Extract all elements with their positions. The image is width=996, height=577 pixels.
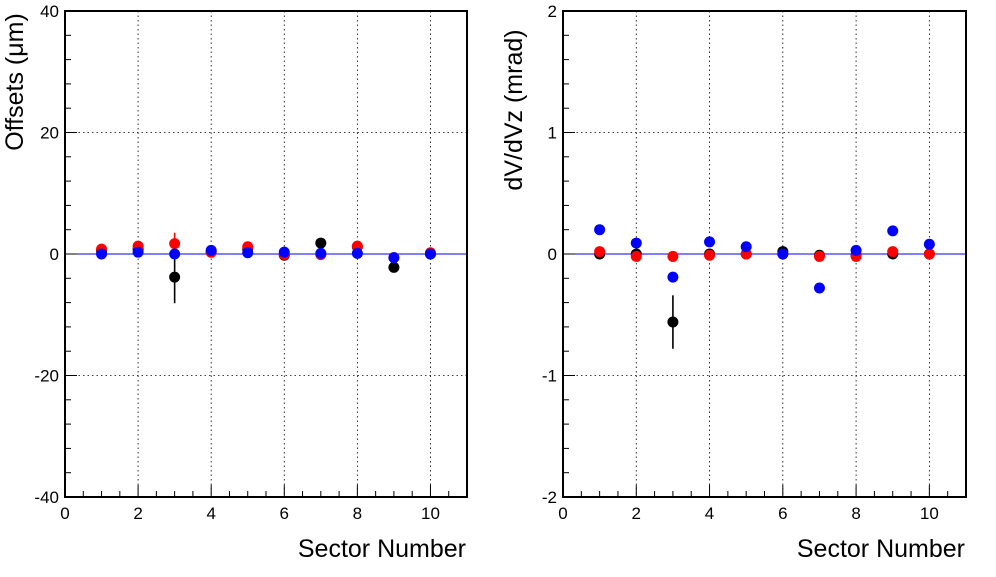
panel-1-xtick-label-0: 0 (558, 504, 567, 523)
dvdvz-panel: dV/dVz (mrad) Sector Number 0 2 4 6 8 10 -2 -1 0… (500, 2, 967, 563)
panel-1-xtick-label-5: 10 (920, 504, 939, 523)
panel-1-series-1-point-3 (704, 249, 716, 261)
panel-1-series-2 (594, 224, 935, 294)
panel-0-ytick-label-1: -20 (34, 367, 59, 386)
panel-0-series-2-point-1 (132, 246, 144, 258)
panel-1-xtick-label-1: 2 (632, 504, 641, 523)
panel-1-series-1-point-9 (923, 248, 935, 260)
panel-1-series-2-point-1 (630, 237, 642, 249)
panel-0-ytick-label-0: -40 (34, 488, 59, 507)
panel-0-series-1-point-2 (169, 238, 181, 250)
panel-1-series-2-point-9 (923, 238, 935, 250)
panel-0-xtick-label-1: 2 (133, 504, 142, 523)
panel-0-series-0-point-8 (388, 261, 400, 273)
panel-0-series-2-point-2 (169, 248, 181, 260)
panel-0-xtick-label-4: 8 (353, 504, 362, 523)
panel-0-series-0-point-6 (315, 237, 327, 249)
panel-1-ytick-label-3: 1 (548, 124, 557, 143)
panel-0-ylabel: Offsets (μm) (1, 13, 29, 151)
panel-0-frame (64, 10, 468, 498)
panel-0-series-2-point-8 (388, 252, 400, 264)
panel-1-series-2-point-0 (594, 224, 606, 236)
panel-1-series-0 (594, 246, 935, 349)
panel-1-series-1-point-8 (887, 246, 899, 258)
panel-1-series-2-point-4 (740, 241, 752, 253)
offsets-panel: Offsets (μm) Sector Number 0 2 4 6 8 10 -40 -20… (1, 2, 468, 563)
panel-0-xtick-label-0: 0 (60, 504, 69, 523)
panel-0-ytick-label-2: 0 (50, 245, 59, 264)
panel-1-series-1-point-1 (630, 250, 642, 262)
panel-0-series-2-point-5 (278, 246, 290, 258)
panel-1-ytick-label-4: 2 (548, 2, 557, 21)
panel-0-ytick-label-4: 40 (40, 2, 59, 21)
panel-0-series-2 (96, 244, 436, 264)
panel-1-xtick-label-3: 6 (778, 504, 787, 523)
panel-1-ytick-label-1: -1 (542, 367, 557, 386)
panel-1-ytick-label-2: 0 (548, 245, 557, 264)
panel-1-series-2-point-7 (850, 244, 862, 256)
panel-0-series-0-point-2 (169, 271, 181, 283)
panel-1-series-2-point-3 (704, 236, 716, 248)
panel-1-series-2-point-6 (813, 282, 825, 294)
panel-1-ylabel: dV/dVz (mrad) (500, 29, 528, 190)
panel-0-series-2-point-0 (96, 248, 108, 260)
panel-0-series-2-point-6 (315, 247, 327, 259)
panel-1-series-2-point-2 (667, 271, 679, 283)
panel-0-series-0 (96, 237, 436, 304)
panel-0-xlabel: Sector Number (298, 535, 466, 563)
panel-1-xlabel: Sector Number (797, 535, 965, 563)
panel-0-series-1 (96, 232, 436, 264)
panel-0-series-2-point-4 (242, 247, 254, 259)
panel-0-ytick-label-3: 20 (40, 124, 59, 143)
panel-1-xtick-label-2: 4 (705, 504, 714, 523)
panel-1-xtick-label-4: 8 (851, 504, 860, 523)
panel-1-series-1-point-0 (594, 246, 606, 258)
panel-0-xtick-label-2: 4 (206, 504, 215, 523)
panel-1-frame (562, 10, 967, 498)
panel-1-series-1-point-2 (667, 250, 679, 262)
panel-1-series-1-point-6 (813, 250, 825, 262)
panel-1-ytick-label-0: -2 (542, 488, 557, 507)
panel-1-series-0-point-2 (667, 316, 679, 328)
panel-0-series-2-point-9 (424, 248, 436, 260)
panel-0-xtick-label-5: 10 (421, 504, 440, 523)
panel-1-series-2-point-5 (777, 248, 789, 260)
panel-1-series-2-point-8 (887, 225, 899, 237)
panel-0-xtick-label-3: 6 (280, 504, 289, 523)
panel-0-series-2-point-3 (205, 244, 217, 256)
panel-0-series-2-point-7 (351, 247, 363, 259)
